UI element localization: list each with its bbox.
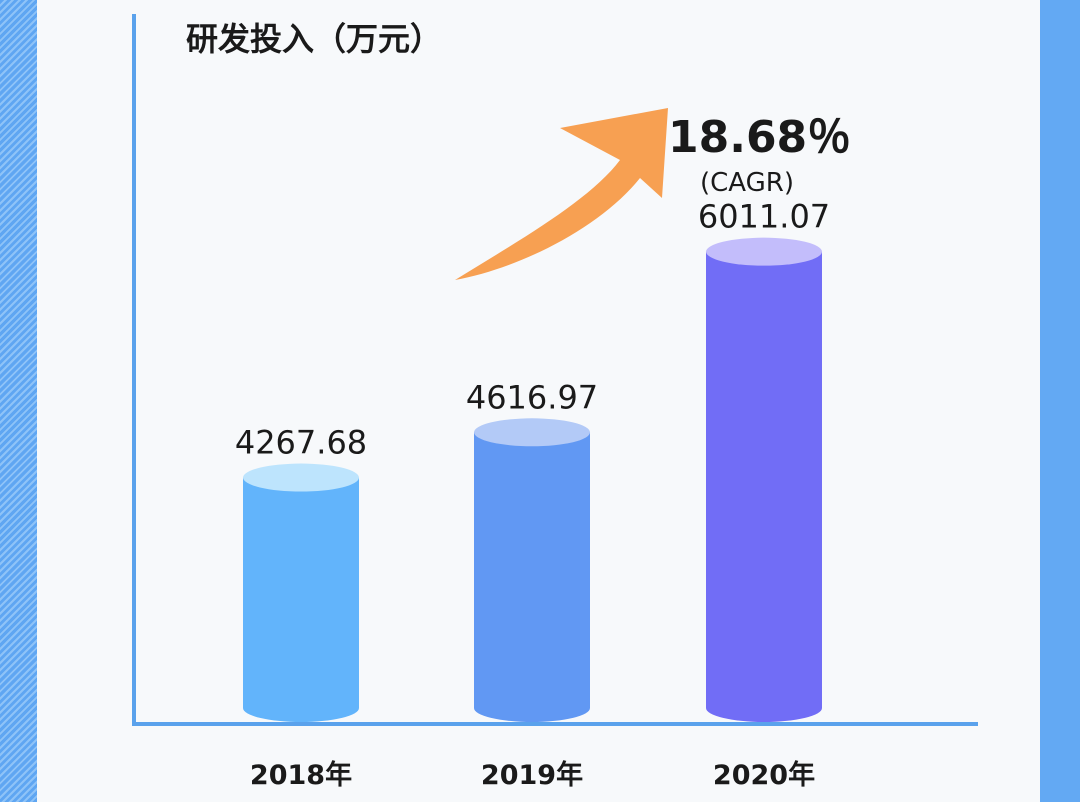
chart-title: 研发投入（万元） [186, 20, 442, 58]
bar-2018年 [243, 463, 359, 722]
labels-group: 4267.68 2018年 4616.97 2019年 6011.07 2020年 [235, 198, 830, 791]
x-tick-label: 2018年 [250, 759, 352, 791]
bar-top-cap [243, 463, 359, 492]
left-border-strip [0, 0, 37, 802]
bars-group [243, 237, 822, 722]
growth-arrow-icon [455, 108, 668, 280]
cagr-value: 18.68％ [668, 112, 851, 163]
right-border-strip [1040, 0, 1080, 802]
bar-body [706, 251, 822, 722]
bar-top-cap [706, 237, 822, 266]
bar-body [243, 477, 359, 722]
x-tick-label: 2019年 [481, 759, 583, 791]
bar-value-label: 6011.07 [698, 198, 830, 236]
bar-value-label: 4616.97 [466, 378, 598, 416]
cagr-note: (CAGR) [700, 168, 794, 198]
bar-body [474, 432, 590, 722]
bar-2019年 [474, 418, 590, 722]
bar-top-cap [474, 418, 590, 447]
bar-2020年 [706, 237, 822, 722]
x-tick-label: 2020年 [713, 759, 815, 791]
bar-value-label: 4267.68 [235, 424, 367, 462]
